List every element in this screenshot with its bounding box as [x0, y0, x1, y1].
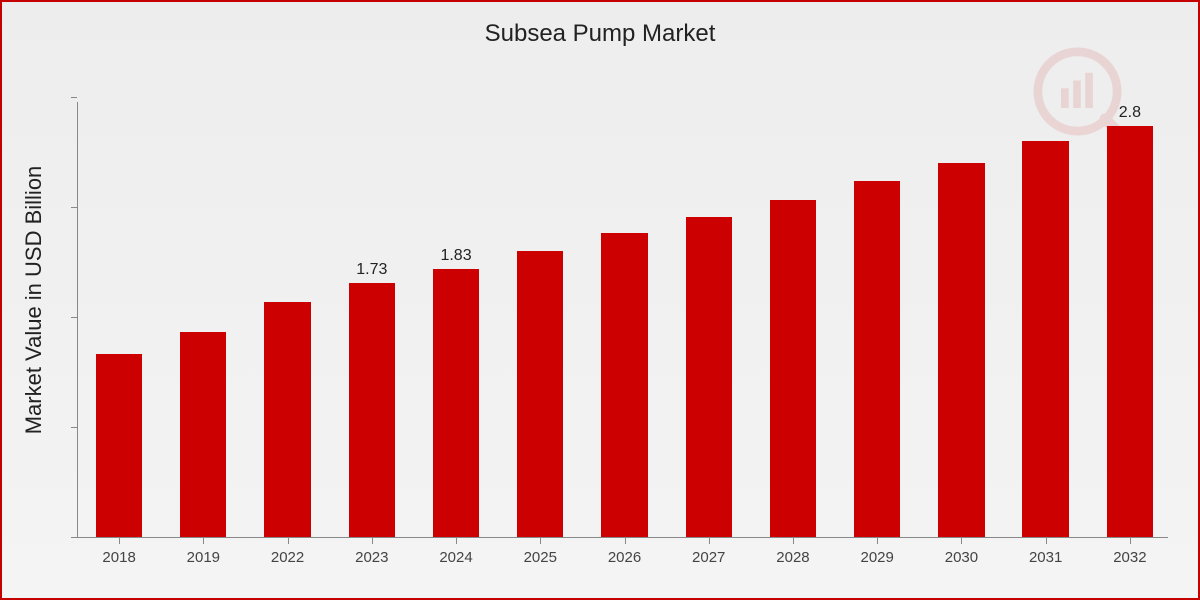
x-tick — [793, 538, 794, 544]
y-tick — [71, 427, 77, 428]
y-tick — [71, 97, 77, 98]
x-tick-label: 2029 — [861, 549, 894, 566]
chart-title: Subsea Pump Market — [2, 20, 1198, 48]
bar — [601, 233, 647, 537]
x-tick — [372, 538, 373, 544]
x-tick — [1130, 538, 1131, 544]
bar — [264, 302, 310, 537]
x-tick — [203, 538, 204, 544]
bar — [96, 354, 142, 537]
bar: 2.8 — [1107, 126, 1153, 537]
x-tick-label: 2030 — [945, 549, 978, 566]
x-tick-label: 2019 — [187, 549, 220, 566]
bar: 1.73 — [349, 283, 395, 537]
bar — [854, 181, 900, 537]
x-tick-label: 2024 — [439, 549, 472, 566]
x-tick-label: 2018 — [102, 549, 135, 566]
bar-value-label: 1.83 — [433, 247, 479, 265]
page-container: Subsea Pump Market Market Value in USD B… — [0, 0, 1200, 600]
x-axis-line — [77, 537, 1168, 538]
bar-value-label: 1.73 — [349, 261, 395, 279]
x-tick — [877, 538, 878, 544]
bar — [517, 251, 563, 537]
y-tick — [71, 207, 77, 208]
x-tick-label: 2025 — [524, 549, 557, 566]
bar — [770, 200, 816, 537]
y-tick — [71, 537, 77, 538]
x-tick-label: 2026 — [608, 549, 641, 566]
bar — [686, 217, 732, 537]
x-tick — [1046, 538, 1047, 544]
bar-value-label: 2.8 — [1107, 104, 1153, 122]
x-tick — [119, 538, 120, 544]
x-tick — [456, 538, 457, 544]
x-tick-label: 2023 — [355, 549, 388, 566]
y-tick — [71, 317, 77, 318]
bar — [180, 332, 226, 537]
x-tick-label: 2022 — [271, 549, 304, 566]
x-tick — [961, 538, 962, 544]
x-tick — [625, 538, 626, 544]
x-tick-label: 2027 — [692, 549, 725, 566]
x-tick-label: 2028 — [776, 549, 809, 566]
x-tick — [709, 538, 710, 544]
x-tick-label: 2032 — [1113, 549, 1146, 566]
x-tick-label: 2031 — [1029, 549, 1062, 566]
x-tick — [288, 538, 289, 544]
bar — [938, 163, 984, 537]
plot-area: 2018201920221.7320231.832024202520262027… — [77, 102, 1168, 538]
y-axis-line — [77, 102, 78, 538]
y-axis-label: Market Value in USD Billion — [21, 100, 47, 500]
x-tick — [540, 538, 541, 544]
bar: 1.83 — [433, 269, 479, 537]
bar — [1022, 141, 1068, 537]
